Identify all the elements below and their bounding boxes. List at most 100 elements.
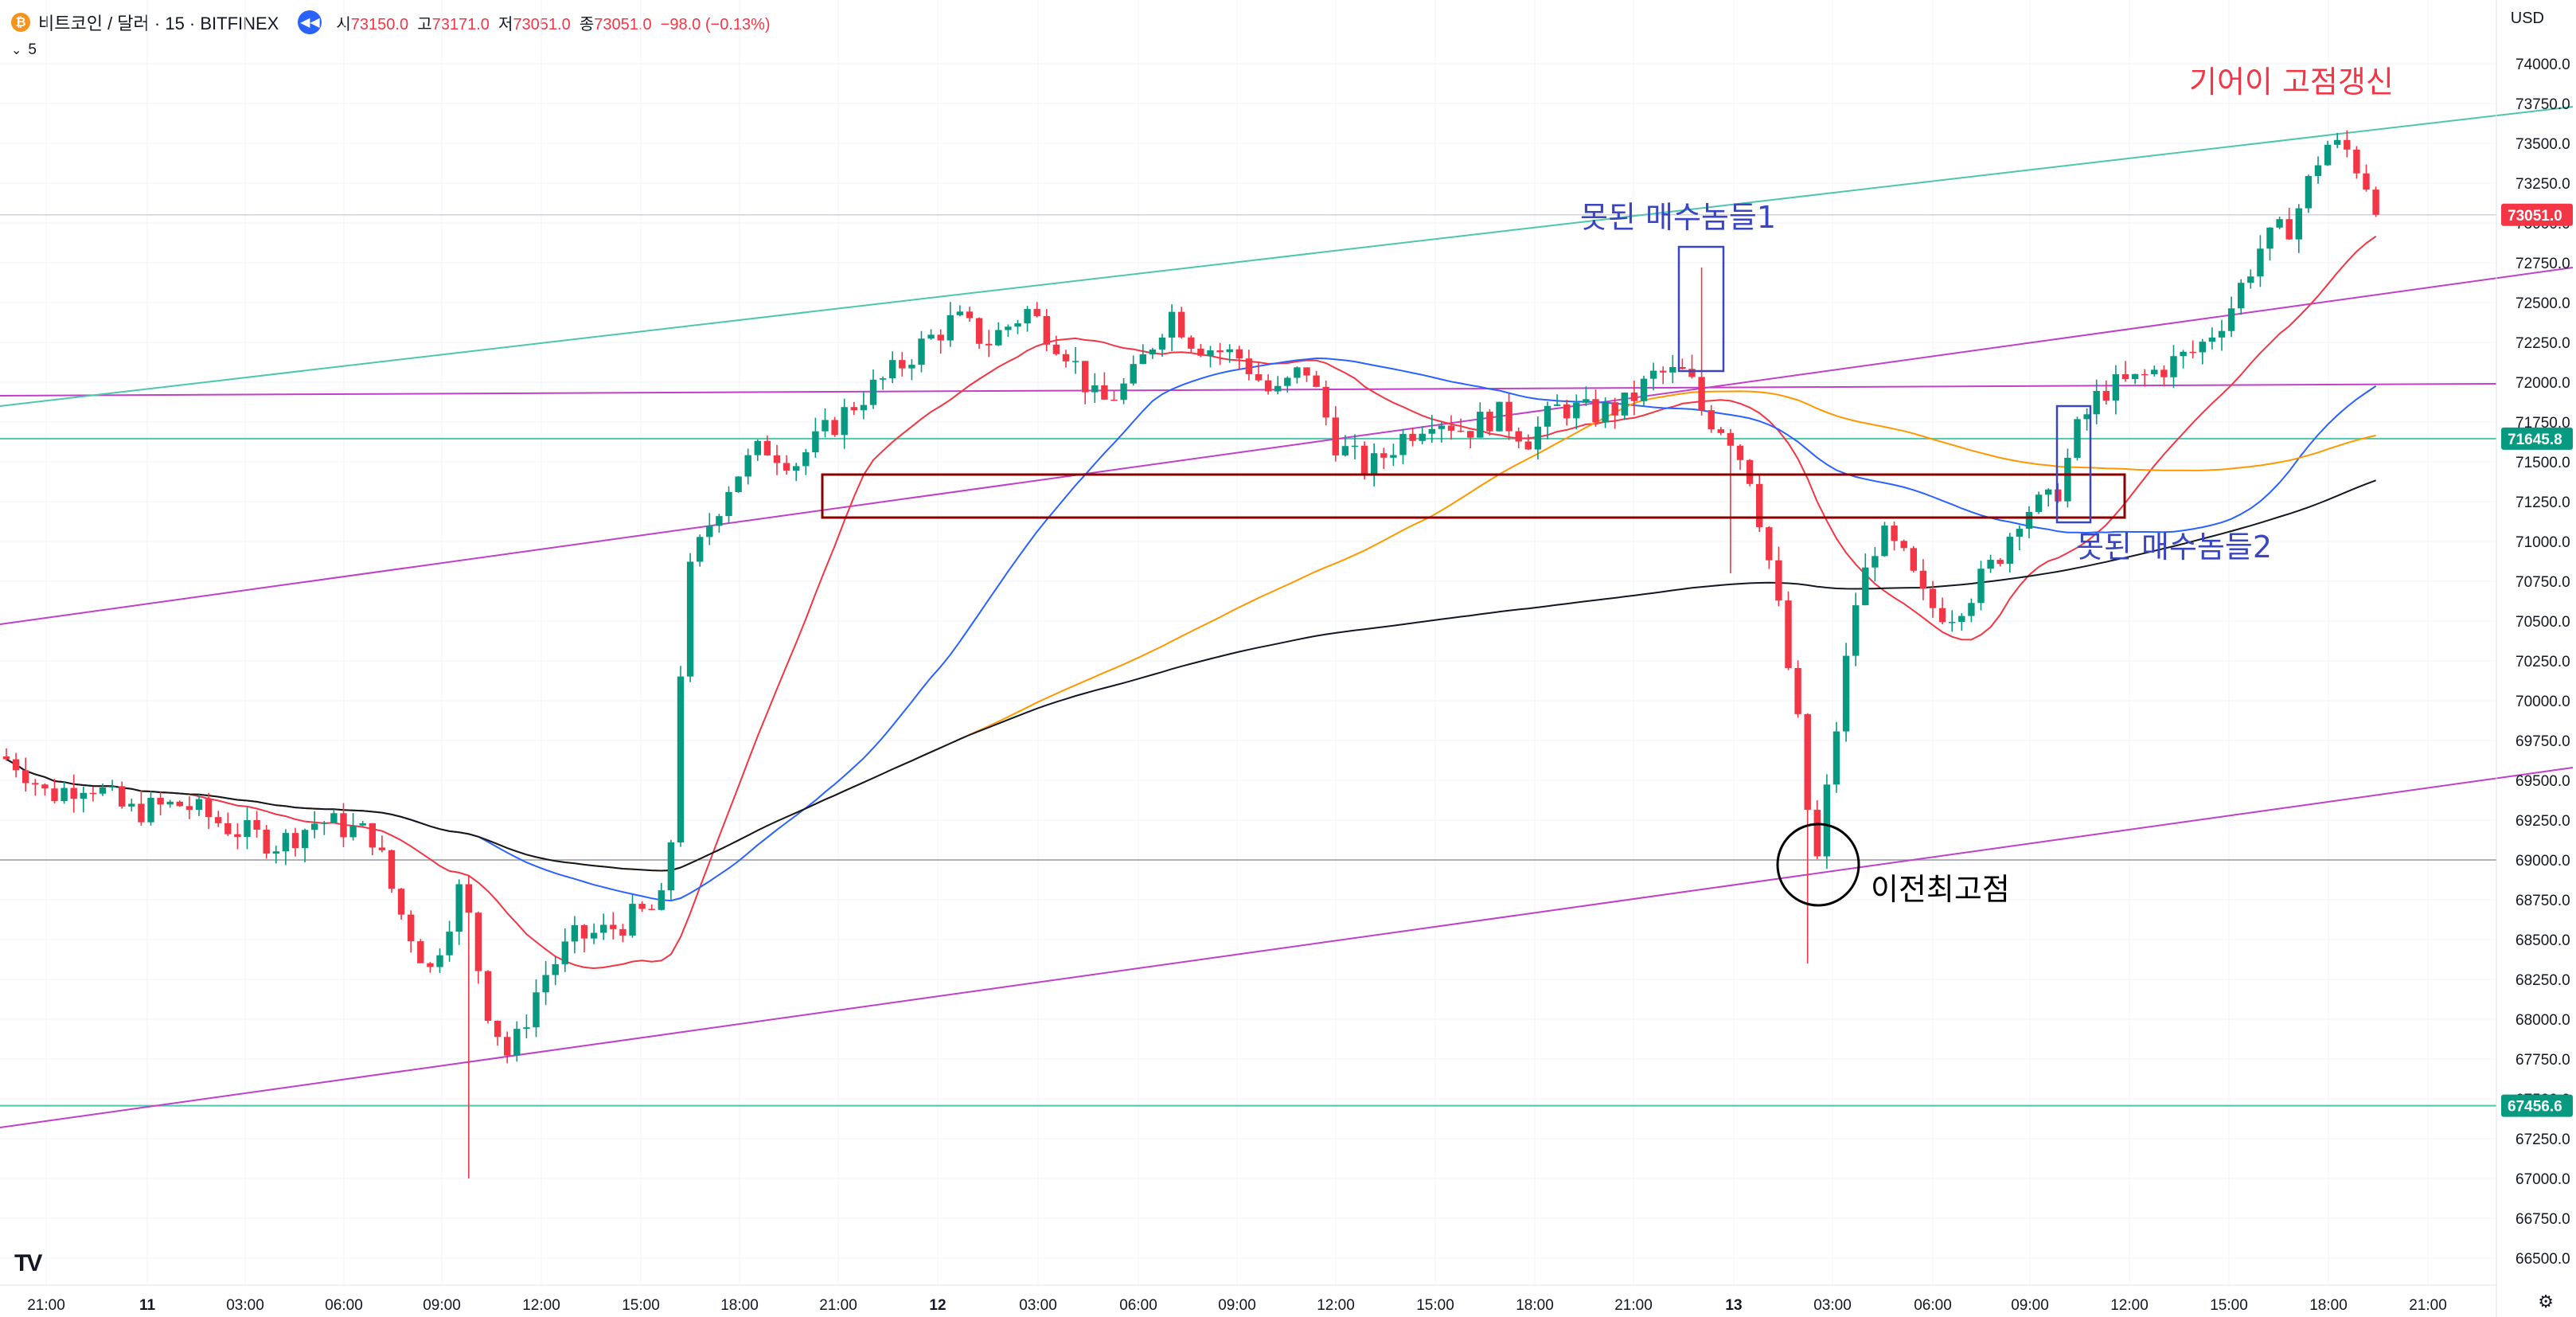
candle — [841, 398, 848, 449]
annotation-failed2: 못된 매수놈들2 — [2076, 530, 2272, 565]
candle-body — [2093, 391, 2100, 415]
candle — [465, 874, 472, 1178]
price-tick-label: 73500.0 — [2516, 136, 2570, 153]
candle — [2006, 533, 2013, 573]
candle-body — [1101, 385, 1108, 400]
candle — [1399, 428, 1407, 464]
candle-body — [2016, 529, 2024, 537]
gear-icon[interactable]: ⚙ — [2538, 1292, 2554, 1311]
candle — [2141, 369, 2149, 387]
candle-body — [1496, 401, 1503, 432]
candle — [2064, 448, 2071, 508]
candle-body — [408, 914, 415, 942]
candle-body — [282, 833, 290, 852]
candle — [1862, 553, 1869, 606]
candle — [1264, 374, 1272, 395]
candle — [1727, 428, 1735, 573]
candle — [986, 330, 993, 358]
candle — [1496, 401, 1503, 432]
candle-body — [735, 476, 742, 492]
candle — [754, 439, 761, 461]
candle — [1534, 416, 1542, 459]
price-tag-last: 73051.0 — [2501, 203, 2573, 226]
candle — [571, 916, 579, 954]
candle — [889, 351, 896, 384]
channel-lower-line — [0, 767, 2574, 1128]
candle — [1419, 426, 1426, 445]
candle — [1168, 304, 1176, 351]
candle — [523, 1014, 530, 1039]
candle — [850, 401, 857, 416]
candle — [1621, 392, 1628, 420]
candle-body — [51, 788, 58, 802]
candle-body — [2208, 337, 2216, 342]
candle — [330, 809, 338, 823]
symbol-title[interactable]: 비트코인 / 달러 · 15 · BITFINEX — [38, 14, 279, 33]
price-tick-label: 71750.0 — [2516, 415, 2570, 432]
candle — [533, 979, 540, 1038]
candle — [1120, 377, 1127, 404]
candle — [1043, 309, 1050, 352]
candle — [1178, 307, 1185, 339]
indicator-toggle[interactable]: ⌄ 5 — [11, 38, 37, 62]
candle-body — [1977, 569, 1985, 604]
candle — [1544, 401, 1551, 440]
candle-body — [1842, 655, 1850, 732]
candle — [1486, 408, 1493, 436]
candle-body — [2141, 373, 2149, 376]
candle-body — [610, 924, 617, 929]
candle — [484, 970, 492, 1024]
candle — [619, 924, 626, 943]
candle — [1900, 539, 1907, 552]
candle — [1101, 372, 1108, 401]
candle-body — [1862, 567, 1869, 606]
candle — [272, 846, 279, 864]
candle — [2025, 506, 2033, 538]
time-tick-label: 12 — [929, 1297, 946, 1314]
candle — [185, 796, 193, 819]
candle-body — [1832, 731, 1840, 785]
candle-body — [1313, 375, 1320, 387]
price-tag-bg — [2501, 427, 2573, 450]
price-tick-label: 70750.0 — [2516, 574, 2570, 591]
candle — [2, 748, 10, 761]
candle — [1207, 346, 1214, 368]
candle-body — [1188, 337, 1195, 349]
candle — [1938, 597, 1946, 625]
candle-body — [860, 404, 868, 411]
candle-body — [99, 787, 107, 794]
candle-body — [1110, 399, 1118, 401]
candle-body — [2334, 139, 2341, 145]
candle — [321, 820, 328, 835]
candle — [2276, 217, 2283, 230]
chevron-down-icon[interactable]: ⌄ — [11, 44, 22, 57]
currency-label[interactable]: USD — [2510, 10, 2544, 27]
resistance-zone-box — [821, 473, 2126, 519]
candle — [474, 911, 482, 984]
candle-body — [119, 786, 126, 807]
candle — [224, 812, 232, 837]
candle-body — [1438, 425, 1446, 429]
candle-body — [686, 561, 694, 677]
horizontal-trendline — [0, 383, 2497, 397]
candle — [1005, 324, 1012, 338]
candle-body — [1024, 309, 1031, 324]
rewind-icon[interactable]: ◀◀ — [298, 10, 322, 34]
candle-body — [2227, 308, 2235, 331]
candle-body — [417, 941, 424, 963]
candle — [1409, 427, 1416, 447]
candle — [1294, 366, 1301, 384]
candle — [1351, 434, 1359, 459]
candle-body — [446, 932, 453, 956]
time-tick-label: 15:00 — [1416, 1297, 1454, 1314]
candle-body — [2372, 190, 2379, 215]
candle-body — [1341, 446, 1349, 455]
candle-body — [1428, 428, 1435, 434]
candle-body — [542, 975, 549, 993]
candle-body — [1949, 621, 1956, 623]
candle-body — [716, 516, 723, 526]
price-tick-label: 72500.0 — [2516, 295, 2570, 312]
candle — [427, 962, 434, 973]
price-tick-label: 67000.0 — [2516, 1171, 2570, 1188]
